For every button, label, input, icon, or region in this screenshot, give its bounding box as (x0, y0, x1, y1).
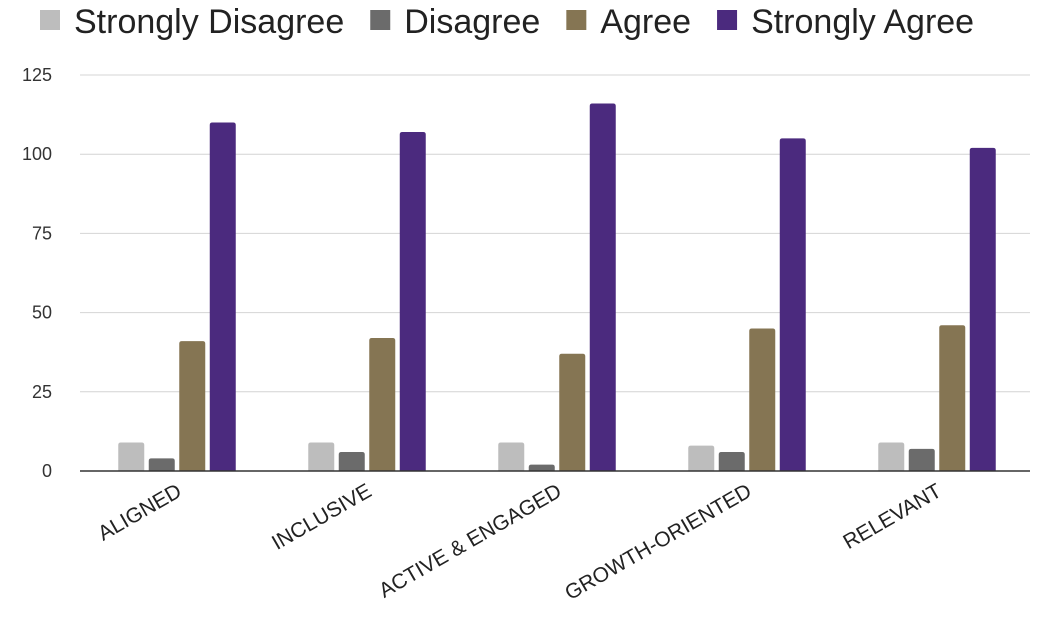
legend-swatch-agree (566, 10, 587, 30)
bar-growth-oriented-strongly-agree (779, 138, 806, 472)
y-tick-label-0: 0 (42, 461, 52, 481)
bar-active-and-engaged-strongly-disagree (498, 442, 525, 471)
bar-aligned-disagree (148, 458, 175, 471)
y-tick-label-50: 50 (32, 303, 52, 323)
bars (118, 103, 996, 472)
bar-aligned-agree (179, 341, 206, 471)
legend-label-disagree: Disagree (404, 3, 540, 41)
x-tick-label-aligned: ALIGNED (94, 479, 185, 545)
grid (80, 74, 1030, 393)
x-tick-label-active-and-engaged: ACTIVE & ENGAGED (375, 479, 565, 602)
legend-label-agree: Agree (600, 3, 691, 41)
bar-active-and-engaged-strongly-agree (589, 103, 616, 472)
bar-inclusive-disagree (338, 451, 365, 471)
bar-aligned-strongly-agree (209, 122, 236, 472)
bar-relevant-agree (939, 325, 966, 471)
x-tick-label-inclusive: INCLUSIVE (268, 479, 376, 554)
y-tick-label-25: 25 (32, 382, 52, 402)
x-tick-label-growth-oriented: GROWTH-ORIENTED (561, 479, 755, 604)
bar-relevant-disagree (908, 448, 935, 471)
bar-aligned-strongly-disagree (118, 442, 145, 471)
y-tick-label-75: 75 (32, 223, 52, 243)
y-axis: 0 25 50 75 100 125 (22, 65, 52, 481)
legend-swatch-disagree (370, 10, 391, 30)
y-tick-label-125: 125 (22, 65, 52, 85)
x-tick-label-relevant: RELEVANT (839, 479, 945, 554)
y-tick-label-100: 100 (22, 144, 52, 164)
bar-active-and-engaged-agree (559, 353, 586, 471)
legend-swatch-strongly-disagree (40, 10, 60, 30)
bar-relevant-strongly-disagree (878, 442, 905, 471)
bar-growth-oriented-agree (749, 328, 776, 471)
legend-swatch-strongly-agree (717, 10, 738, 30)
x-axis: ALIGNED INCLUSIVE ACTIVE & ENGAGEDGROWTH-O… (94, 479, 945, 605)
bar-inclusive-strongly-agree (399, 132, 426, 472)
bar-inclusive-strongly-disagree (308, 442, 335, 471)
bar-growth-oriented-strongly-disagree (688, 445, 715, 471)
bar-growth-oriented-disagree (718, 451, 745, 471)
legend-label-strongly-agree: Strongly Agree (751, 3, 974, 41)
bar-active-and-engaged-disagree (528, 464, 555, 471)
legend: Strongly Disagree Disagree Agree Strongly A… (40, 3, 974, 41)
legend-label-strongly-disagree: Strongly Disagree (74, 3, 344, 41)
bar-inclusive-agree (369, 337, 396, 471)
bar-relevant-strongly-agree (969, 147, 996, 471)
